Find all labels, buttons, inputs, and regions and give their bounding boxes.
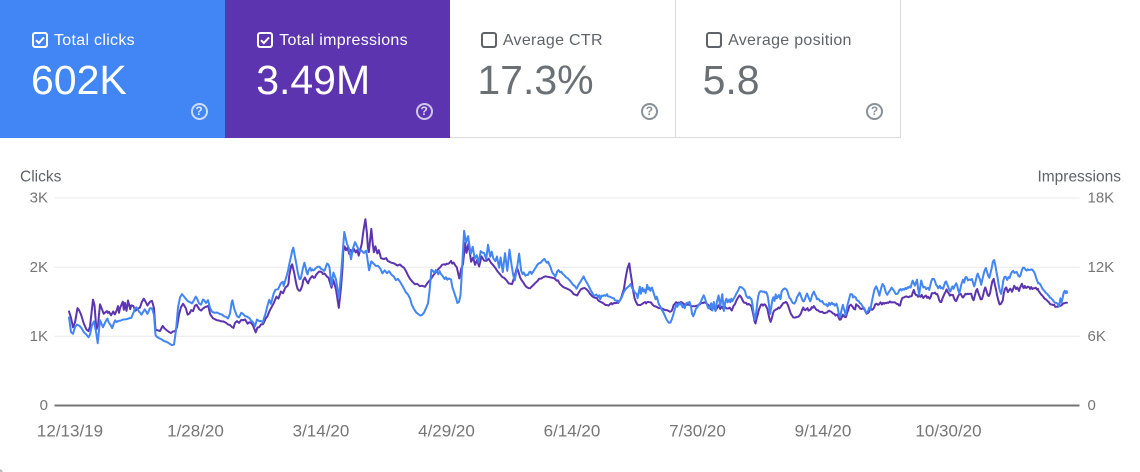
- svg-text:7/30/20: 7/30/20: [669, 422, 726, 441]
- svg-text:10/30/20: 10/30/20: [915, 422, 981, 441]
- svg-text:3/14/20: 3/14/20: [293, 422, 350, 441]
- svg-text:9/14/20: 9/14/20: [795, 422, 852, 441]
- svg-text:1K: 1K: [30, 328, 48, 345]
- svg-text:Clicks: Clicks: [20, 169, 62, 186]
- svg-text:0: 0: [40, 397, 48, 414]
- svg-text:0: 0: [1088, 397, 1096, 414]
- svg-text:6K: 6K: [1088, 328, 1106, 345]
- svg-text:3K: 3K: [30, 190, 48, 207]
- svg-text:18K: 18K: [1088, 190, 1115, 207]
- svg-text:Impressions: Impressions: [1037, 169, 1121, 186]
- svg-text:4/29/20: 4/29/20: [418, 422, 475, 441]
- svg-text:12/13/19: 12/13/19: [37, 422, 103, 441]
- svg-text:12K: 12K: [1088, 259, 1115, 276]
- svg-text:1/28/20: 1/28/20: [167, 422, 224, 441]
- svg-text:6/14/20: 6/14/20: [544, 422, 601, 441]
- svg-text:2K: 2K: [30, 259, 48, 276]
